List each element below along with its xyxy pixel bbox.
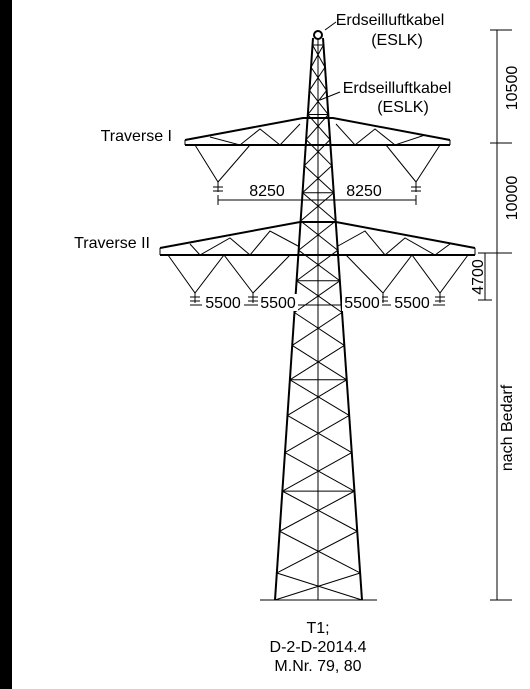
member: [285, 453, 354, 492]
cable-abbr: (ESLK): [377, 99, 429, 116]
border-bar: [0, 0, 12, 689]
member: [280, 491, 355, 531]
member: [304, 166, 333, 193]
dimension: 10500: [504, 66, 521, 111]
member: [277, 531, 357, 573]
member: [290, 345, 344, 379]
member: [287, 380, 346, 416]
dimension: 5500: [260, 295, 296, 312]
cable-abbr: (ESLK): [371, 32, 423, 49]
member: [308, 90, 327, 114]
traverse-label: Traverse II: [74, 235, 150, 252]
dimension: 8250: [249, 183, 285, 200]
caption: T1;: [306, 620, 329, 637]
member: [294, 281, 339, 313]
dimension: 5500: [205, 295, 241, 312]
dimension: 5500: [394, 295, 430, 312]
member: [292, 345, 347, 379]
member: [285, 415, 349, 452]
member: [303, 193, 336, 221]
member: [287, 415, 351, 452]
member: [309, 90, 328, 114]
diagram: Erdseilluftkabel (ESLK) Erdseilluftkabel…: [0, 0, 530, 689]
member: [299, 221, 336, 250]
dimension-lines: [190, 30, 512, 600]
dimension: 10000: [504, 176, 521, 221]
member: [282, 453, 351, 492]
member: [301, 221, 338, 250]
dimension: 5500: [344, 295, 380, 312]
member: [290, 380, 349, 416]
member: [306, 140, 332, 166]
member: [292, 312, 342, 345]
caption: M.Nr. 79, 80: [274, 658, 361, 675]
tower: [260, 31, 377, 600]
traverse-label: Traverse I: [101, 128, 172, 145]
member: [294, 312, 344, 345]
dimension: 8250: [346, 183, 382, 200]
member: [301, 193, 334, 221]
cable-name: Erdseilluftkabel: [336, 12, 445, 29]
member: [277, 573, 362, 600]
member: [297, 281, 342, 313]
member: [282, 491, 357, 531]
dimension: nach Bedarf: [499, 384, 516, 471]
cable-name: Erdseilluftkabel: [343, 80, 452, 97]
caption: D-2-D-2014.4: [270, 639, 367, 656]
member: [280, 531, 360, 573]
dimension: 4700: [470, 259, 487, 295]
member: [304, 140, 330, 166]
member: [303, 166, 332, 193]
member: [309, 67, 325, 90]
